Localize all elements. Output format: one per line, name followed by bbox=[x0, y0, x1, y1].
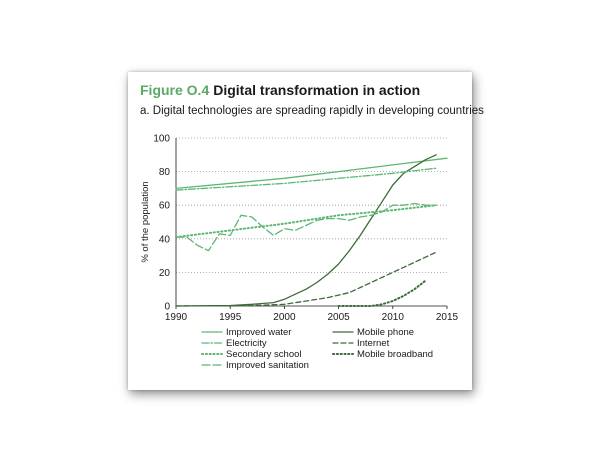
figure-subtitle: a. Digital technologies are spreading ra… bbox=[140, 105, 484, 117]
legend-label: Internet bbox=[357, 338, 390, 349]
y-tick-label: 20 bbox=[159, 268, 171, 279]
y-tick-label: 100 bbox=[153, 134, 170, 145]
series-line-secondary-school bbox=[175, 204, 438, 239]
series-line-mobile-broadband bbox=[337, 279, 427, 307]
y-tick-label: 80 bbox=[159, 167, 171, 178]
legend-label: Improved water bbox=[226, 327, 291, 338]
x-tick-label: 2015 bbox=[436, 312, 459, 323]
legend-label: Mobile broadband bbox=[357, 349, 433, 360]
series-line-improved-sanitation bbox=[175, 202, 437, 252]
figure-label: Figure O.4 bbox=[140, 82, 210, 98]
legend-label: Electricity bbox=[226, 338, 267, 349]
x-tick-label: 2010 bbox=[382, 312, 405, 323]
figure-card: Figure O.4 Digital transformation in acti… bbox=[128, 72, 484, 390]
x-tick-label: 2000 bbox=[273, 312, 296, 323]
y-tick-label: 40 bbox=[159, 234, 171, 245]
y-axis-title: % of the population bbox=[140, 181, 151, 262]
legend-label: Secondary school bbox=[226, 349, 302, 360]
y-tick-label: 60 bbox=[159, 201, 171, 212]
x-tick-label: 1995 bbox=[219, 312, 242, 323]
series-line-internet bbox=[175, 251, 437, 307]
x-tick-label: 2005 bbox=[327, 312, 350, 323]
series-line-mobile-phone bbox=[175, 154, 437, 307]
y-tick-label: 0 bbox=[164, 302, 170, 313]
legend-label: Improved sanitation bbox=[226, 360, 309, 371]
chart: 0 20 40 60 80 100 1990 1995 2000 2005 2010 2015 % of… bbox=[140, 134, 459, 372]
series-line-improved-water bbox=[175, 157, 448, 190]
series-line-electricity bbox=[175, 167, 437, 191]
figure-title: Digital transformation in action bbox=[213, 82, 421, 98]
legend-label: Mobile phone bbox=[357, 327, 414, 338]
x-tick-label: 1990 bbox=[165, 312, 188, 323]
figure-heading: Figure O.4 Digital transformation in acti… bbox=[140, 82, 420, 98]
